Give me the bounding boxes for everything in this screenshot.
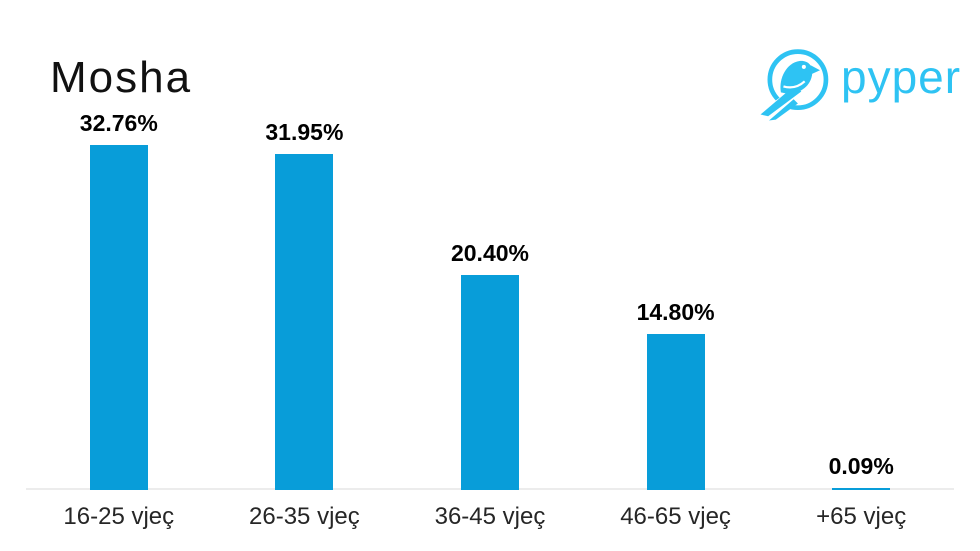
bar-group: 14.80%	[583, 90, 769, 490]
category-label: 16-25 vjeç	[63, 503, 175, 530]
bar-group: 0.09%	[768, 90, 954, 490]
bar-value-label: 0.09%	[828, 453, 894, 479]
bar-value-label: 14.80%	[636, 299, 715, 325]
chart-title: Mosha	[50, 53, 193, 102]
category-label: 36-45 vjeç	[434, 503, 546, 530]
category-label: +65 vjeç	[816, 503, 907, 530]
pyper-logo: pyper	[752, 38, 961, 123]
bar-group: 31.95%	[212, 90, 398, 490]
bar-group: 20.40%	[397, 90, 583, 490]
pyper-bird-icon	[755, 49, 829, 123]
bar-group: 32.76%	[26, 90, 212, 490]
bar-value-label: 20.40%	[450, 240, 529, 266]
category-label: 26-35 vjeç	[249, 503, 360, 530]
bar	[275, 154, 334, 490]
bar	[832, 488, 891, 490]
bar	[460, 275, 519, 490]
bar	[646, 334, 705, 490]
bar-chart-plot-area: 32.76% 31.95% 20.40% 14.80% 0.09%	[26, 90, 954, 490]
category-axis: 16-25 vjeç 26-35 vjeç 36-45 vjeç 46-65 v…	[26, 503, 954, 531]
category-label: 46-65 vjeç	[620, 503, 731, 530]
bar	[89, 145, 148, 490]
bar-value-label: 32.76%	[79, 110, 158, 136]
pyper-wordmark: pyper	[841, 51, 962, 103]
bar-value-label: 31.95%	[265, 119, 344, 145]
